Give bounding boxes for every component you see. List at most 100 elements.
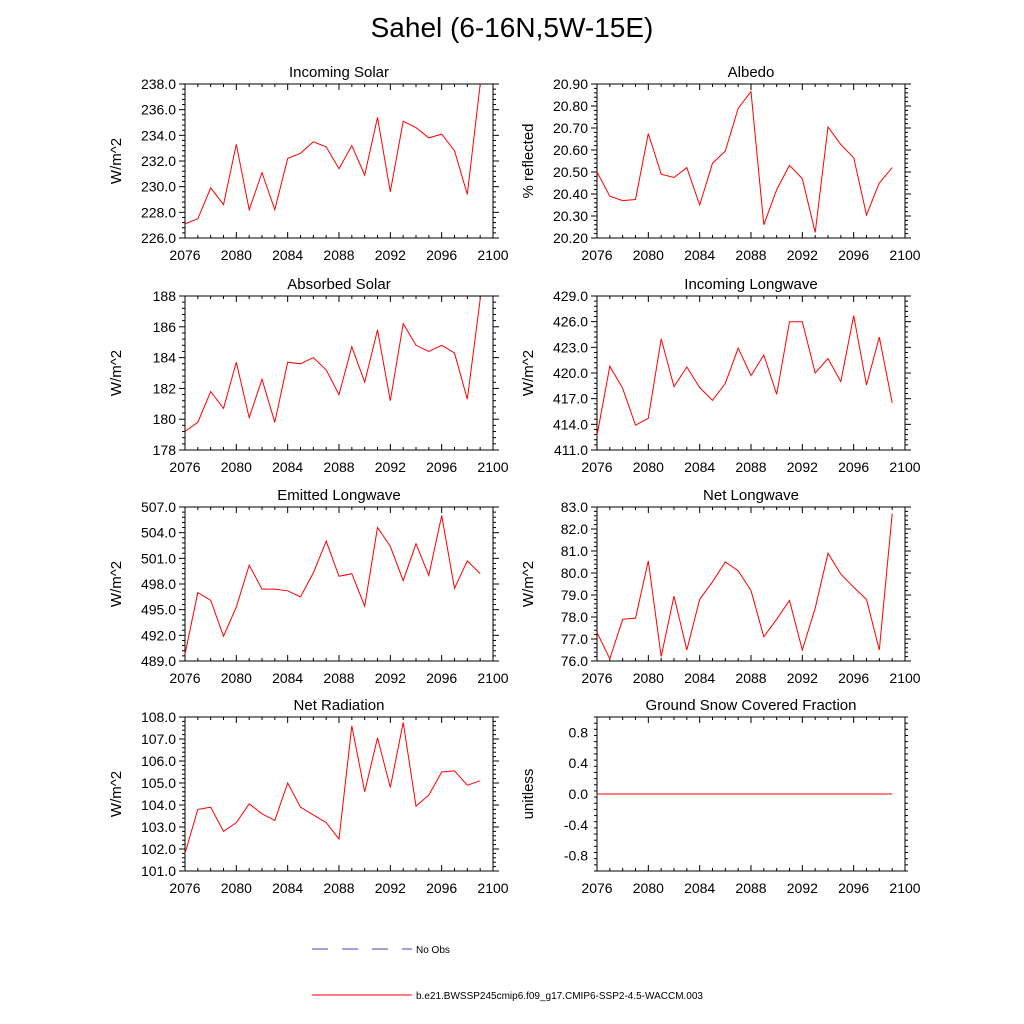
y-tick-label: 188 (153, 288, 177, 304)
chart-title: Net Longwave (703, 487, 799, 504)
data-point (376, 526, 379, 529)
data-point (647, 132, 650, 135)
y-tick-label: 0.8 (569, 724, 589, 740)
data-point (209, 599, 212, 602)
data-point (673, 176, 676, 179)
plot-frame (184, 295, 494, 451)
y-tick-label: 236.0 (141, 102, 176, 118)
x-tick-label: 2076 (169, 670, 200, 686)
data-point (466, 398, 469, 401)
data-point (299, 152, 302, 155)
x-tick-label: 2092 (787, 459, 818, 475)
data-point (338, 838, 341, 841)
y-tick-label: 178 (153, 442, 177, 458)
x-tick-label: 2096 (426, 880, 457, 896)
x-tick-label: 2100 (889, 670, 920, 686)
data-point (685, 366, 688, 369)
data-point (608, 793, 611, 796)
y-tick-label: 108.0 (141, 709, 176, 725)
data-point (788, 599, 791, 602)
x-tick-label: 2084 (272, 247, 303, 263)
data-point (621, 387, 624, 390)
data-point (711, 580, 714, 583)
data-point (466, 193, 469, 196)
series-line (184, 722, 481, 854)
data-point (673, 793, 676, 796)
y-tick-label: 107.0 (141, 731, 176, 747)
y-axis-label: W/m^2 (108, 138, 125, 184)
y-tick-label: 101.0 (141, 863, 176, 879)
data-point (235, 606, 238, 609)
data-point (312, 571, 315, 574)
data-point (891, 166, 894, 169)
data-point (865, 598, 868, 601)
chart-panel-5: Emitted Longwave W/m^2 2076 2080 2084 2088 209… (108, 487, 509, 686)
y-tick-label: 77.0 (561, 631, 588, 647)
x-tick-label: 2088 (735, 459, 766, 475)
series-line (184, 299, 481, 432)
plot-frame (184, 506, 494, 662)
data-point (839, 793, 842, 796)
data-point (402, 120, 405, 123)
x-tick-label: 2088 (735, 247, 766, 263)
y-tick-label: 182 (153, 380, 177, 396)
data-point (762, 793, 765, 796)
y-tick-label: 226.0 (141, 230, 176, 246)
data-point (878, 336, 881, 339)
data-point (852, 314, 855, 317)
data-point (839, 573, 842, 576)
y-axis-label: W/m^2 (108, 350, 125, 396)
x-tick-label: 2092 (375, 880, 406, 896)
data-point (814, 231, 817, 234)
data-point (698, 793, 701, 796)
chart-panel-1: Incoming Solar W/m^2 2076 2080 2084 2088 2092 2… (108, 64, 509, 263)
y-tick-label: 426.0 (553, 314, 588, 330)
data-point (685, 793, 688, 796)
data-point (453, 587, 456, 590)
data-point (273, 588, 276, 591)
x-tick-label: 2080 (221, 670, 252, 686)
data-point (660, 173, 663, 176)
data-point (261, 378, 264, 381)
x-tick-label: 2076 (581, 247, 612, 263)
data-point (184, 222, 187, 225)
data-point (415, 126, 418, 129)
x-tick-label: 2088 (323, 247, 354, 263)
y-tick-label: 501.0 (141, 550, 176, 566)
data-point (762, 635, 765, 638)
y-tick-label: 20.20 (553, 230, 588, 246)
y-axis-label: W/m^2 (520, 561, 537, 607)
data-point (737, 107, 740, 110)
data-point (608, 195, 611, 198)
x-tick-label: 2076 (581, 459, 612, 475)
data-point (750, 90, 753, 93)
data-point (427, 136, 430, 139)
data-point (775, 618, 778, 621)
chart-title: Albedo (728, 64, 775, 81)
x-tick-label: 2088 (323, 880, 354, 896)
data-point (596, 793, 599, 796)
data-point (222, 635, 225, 638)
chart-panel-6: Net Longwave W/m^2 2076 2080 2084 2088 2092 209… (520, 487, 921, 686)
chart-panel-4: Incoming Longwave W/m^2 2076 2080 2084 2088 20… (520, 276, 921, 475)
data-point (801, 649, 804, 652)
data-point (634, 424, 637, 427)
chart-title: Incoming Solar (289, 64, 389, 81)
data-point (184, 852, 187, 855)
data-point (621, 618, 624, 621)
data-point (389, 786, 392, 789)
y-tick-label: 429.0 (553, 288, 588, 304)
data-point (621, 793, 624, 796)
data-point (209, 390, 212, 393)
data-point (427, 350, 430, 353)
data-point (350, 144, 353, 147)
data-point (801, 793, 804, 796)
series-line (596, 315, 893, 436)
data-point (338, 393, 341, 396)
data-point (415, 805, 418, 808)
x-tick-label: 2080 (633, 247, 664, 263)
data-point (466, 559, 469, 562)
x-tick-label: 2096 (426, 459, 457, 475)
data-point (827, 552, 830, 555)
